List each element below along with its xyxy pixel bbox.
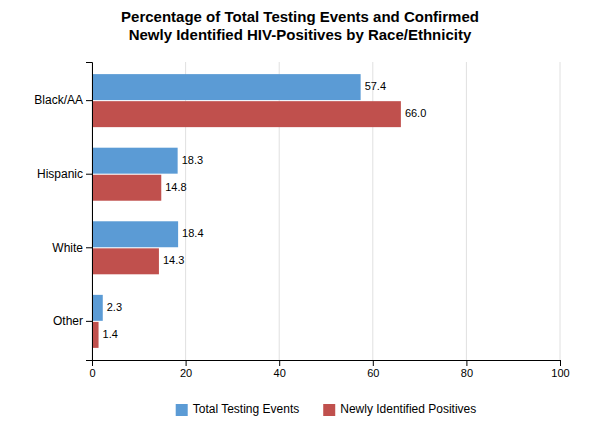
x-tick: 40 [274,360,286,379]
bar [92,175,161,201]
legend: Total Testing Events Newly Identified Pos… [176,402,477,416]
title-line: Percentage of Total Testing Events and C… [121,8,479,25]
x-tick-mark [373,360,374,366]
legend-label: Total Testing Events [193,402,300,416]
legend-swatch [176,404,188,416]
data-labels: 57.4 18.3 18.4 2.3 66.0 14.8 14.3 1.4 [103,80,427,340]
bar [92,295,103,321]
x-tick: 60 [367,360,379,379]
legend-label: Newly Identified Positives [340,402,476,416]
x-tick-label: 100 [551,367,569,379]
x-axis: 0 20 40 60 80 100 [89,360,569,379]
legend-item: Total Testing Events [176,402,300,416]
y-tick: Other [53,314,92,328]
y-axis-line [86,63,93,361]
y-tick: White [52,241,92,255]
data-label: 57.4 [365,80,386,92]
x-tick: 100 [551,360,569,379]
plot-area: 57.4 18.3 18.4 2.3 66.0 14.8 14.3 1.4 0 20 40 60 80 1… [34,62,569,379]
bar [92,74,361,100]
x-tick-mark [186,360,187,366]
bar [92,248,159,274]
y-tick-label: White [52,241,83,255]
data-label: 18.4 [182,227,203,239]
title: Percentage of Total Testing Events and C… [121,8,479,43]
data-label: 14.8 [165,181,186,193]
x-tick-label: 40 [274,367,286,379]
bars [92,74,401,348]
y-tick-label: Black/AA [34,93,83,107]
x-tick: 80 [461,360,473,379]
chart-svg: Percentage of Total Testing Events and C… [0,0,600,432]
y-tick-mark [86,321,92,322]
y-tick: Black/AA [34,93,92,107]
x-tick-label: 0 [89,367,95,379]
x-axis-line [93,361,561,367]
y-tick-label: Hispanic [37,167,83,181]
x-tick: 0 [89,360,95,379]
x-tick-mark [279,360,280,366]
x-tick-label: 20 [180,367,192,379]
data-label: 66.0 [405,107,426,119]
x-tick-mark [466,360,467,366]
grid-line [466,62,467,360]
bar [92,148,178,174]
data-label: 14.3 [163,254,184,266]
x-tick: 20 [180,360,192,379]
data-label: 1.4 [103,328,118,340]
title-line: Newly Identified HIV-Positives by Race/E… [129,26,472,43]
y-tick-label: Other [53,314,83,328]
y-axis: Black/AA Hispanic White Other [34,63,92,361]
y-tick-mark [86,174,92,175]
data-label: 2.3 [107,301,122,313]
grid [92,62,560,360]
legend-swatch [323,404,335,416]
y-tick: Hispanic [37,167,92,181]
y-tick-mark [86,247,92,248]
x-tick-label: 80 [461,367,473,379]
series [92,101,401,348]
data-label: 18.3 [182,154,203,166]
grid-line [560,62,561,360]
bar [92,221,178,247]
y-tick-mark [86,100,92,101]
x-tick-mark [560,360,561,366]
x-tick-label: 60 [367,367,379,379]
bar [92,101,401,127]
chart-container: Percentage of Total Testing Events and C… [0,0,600,432]
legend-item: Newly Identified Positives [323,402,476,416]
